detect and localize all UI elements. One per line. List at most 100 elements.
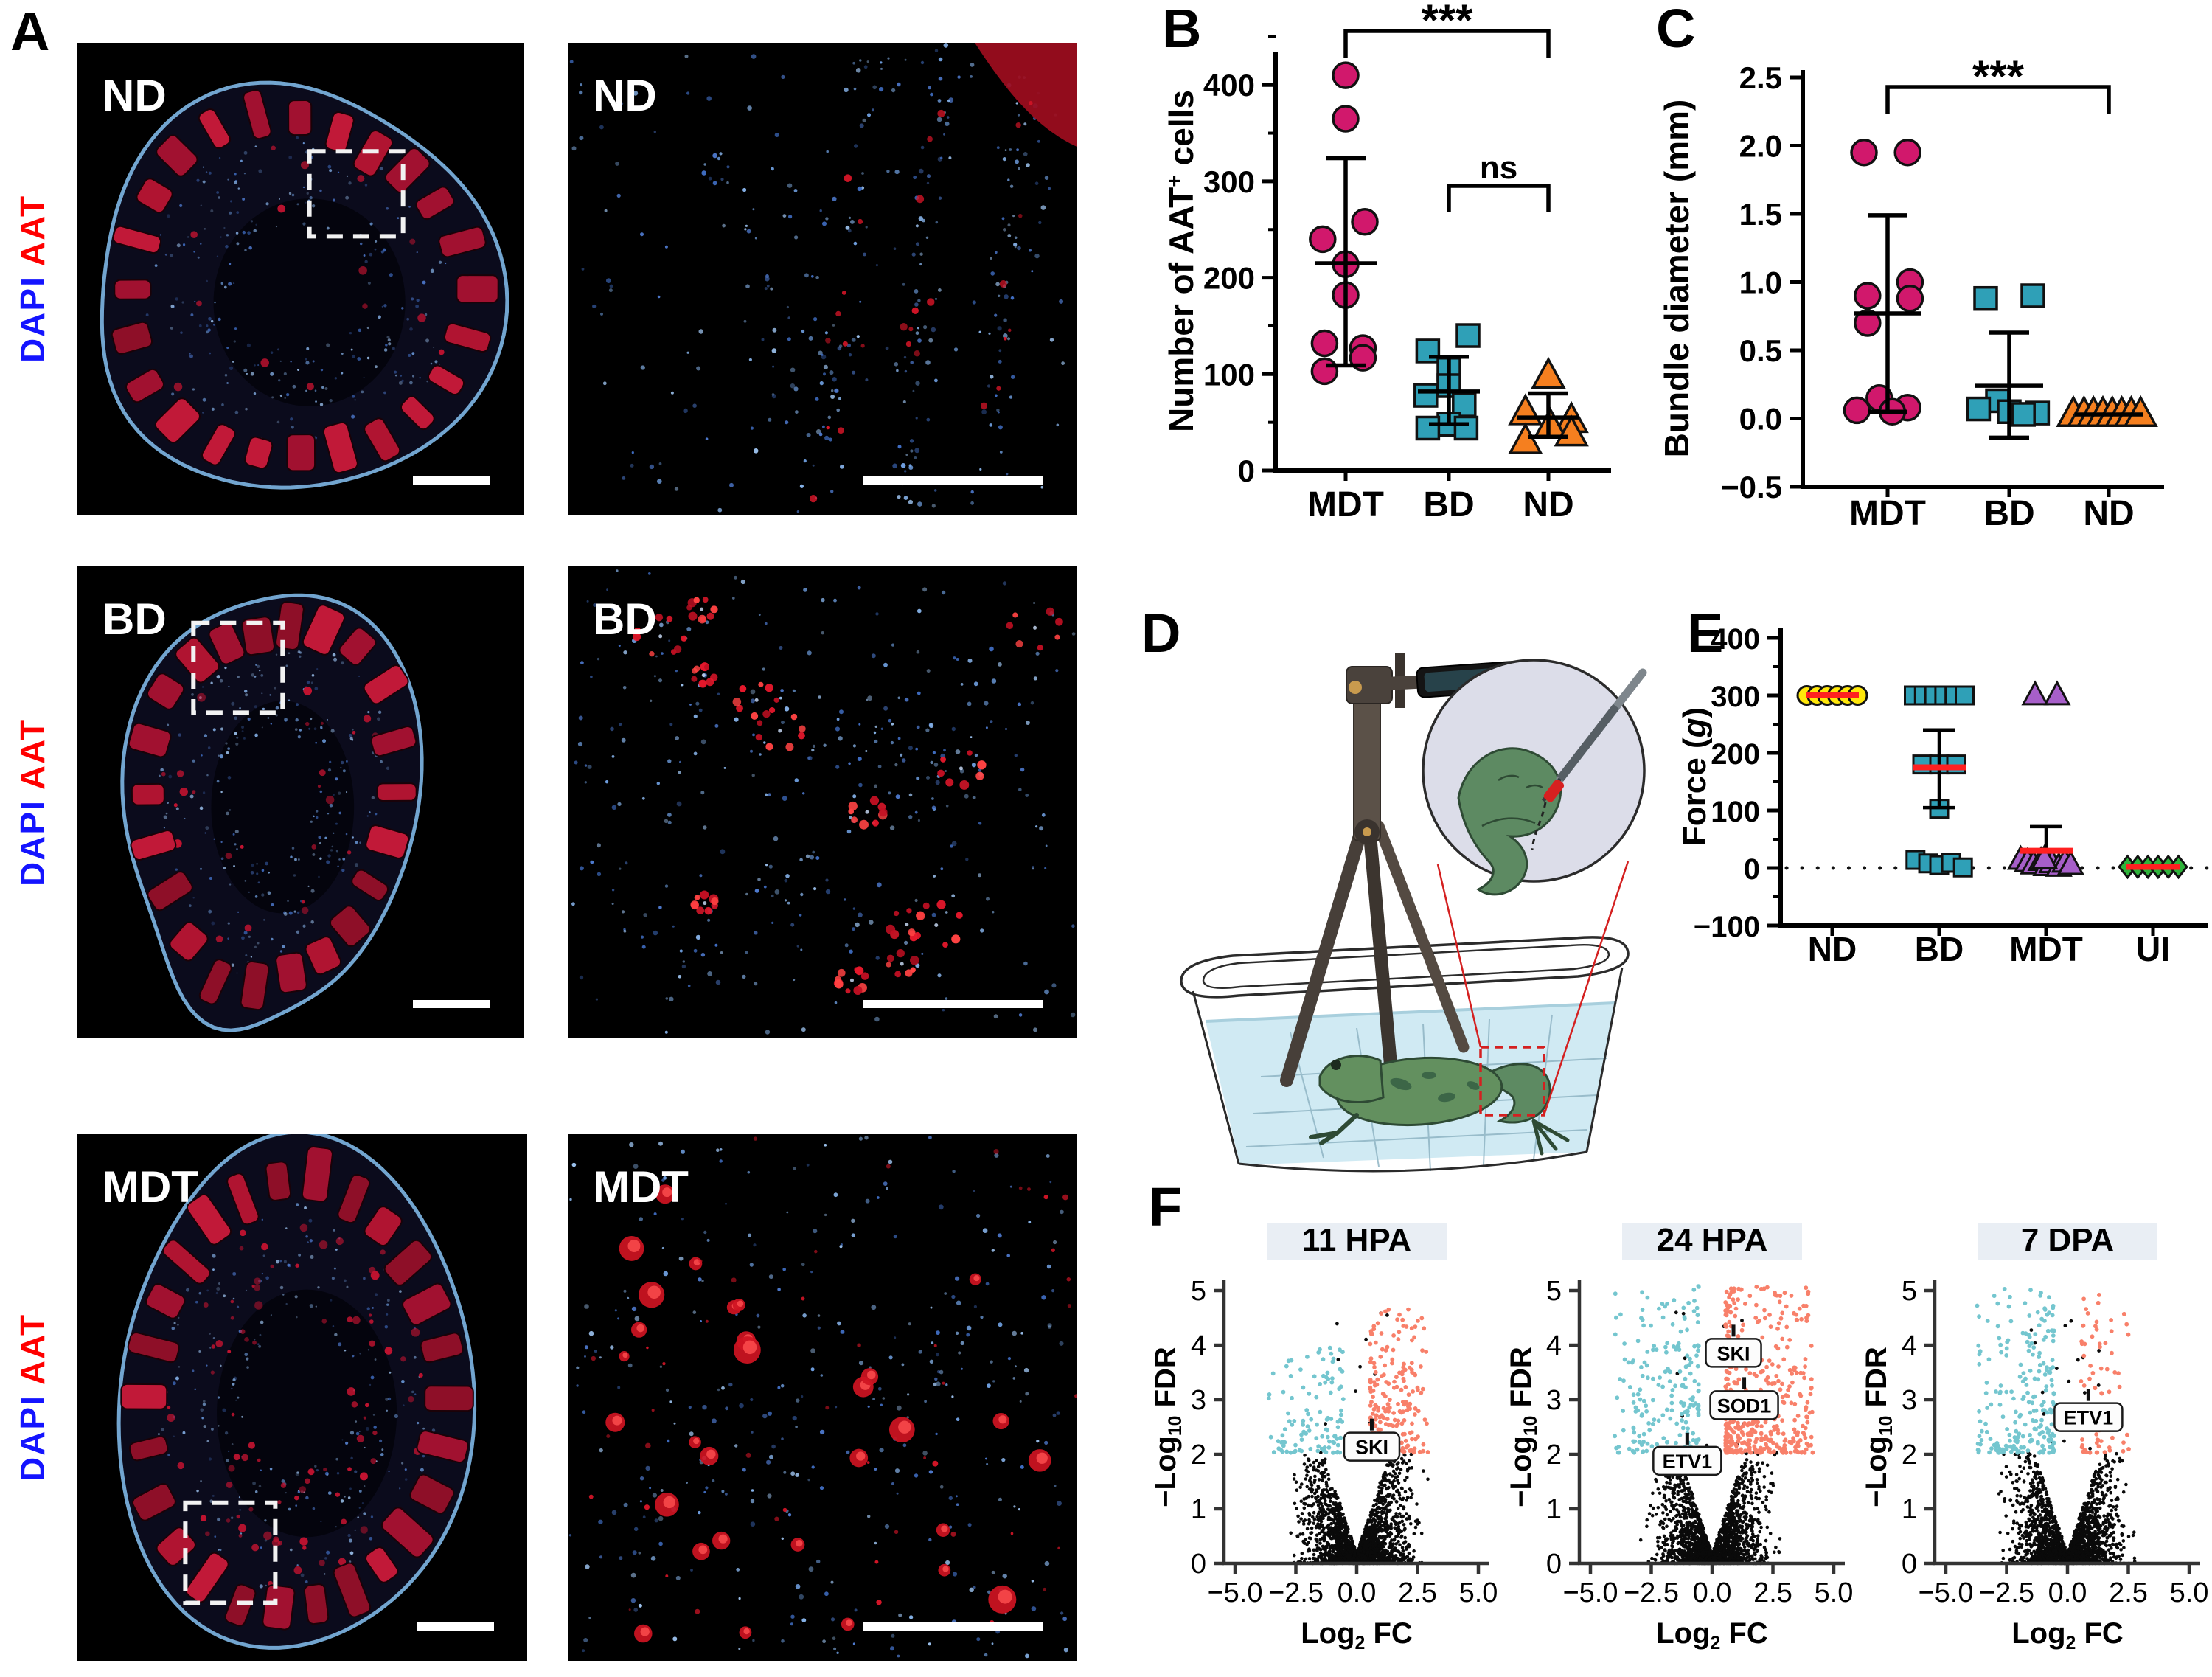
muscle-bundle-ring <box>128 601 417 1011</box>
micro-section-mdt: MDT <box>77 1134 527 1661</box>
error-bar-bd <box>1975 330 2043 440</box>
volcano-plot-24-hpa: 24 HPA 0 1 2 3 4 5 −5.0 −2.5 0.0 2.5 5.0 −Log10 FDR L… <box>1506 1222 1852 1653</box>
volcano-title: 11 HPA <box>1302 1222 1411 1258</box>
zoom-nuclei-dots <box>571 569 1076 1035</box>
axes <box>1924 1280 2200 1574</box>
error-bar-mdt <box>1854 213 1921 414</box>
volcano-plot-11-hpa: 11 HPA 0 1 2 3 4 5 −5.0 −2.5 0.0 2.5 5.0 −Log10 FDR L… <box>1150 1222 1497 1653</box>
magnified-inset <box>1422 659 1647 896</box>
axes <box>1790 70 2164 497</box>
y-tick-label: 200 <box>1203 261 1255 296</box>
frog-eye-icon <box>1331 1060 1341 1070</box>
panel-d-letter: D <box>1141 603 1181 664</box>
y-tick-label: 300 <box>1203 164 1255 199</box>
x-tick-label: 2.5 <box>1398 1577 1437 1608</box>
gene-label-box-etv1 <box>1652 1445 1722 1476</box>
y-tick-label: 1 <box>1191 1494 1206 1525</box>
x-tick-label: 0.0 <box>2048 1577 2087 1608</box>
gene-label-box-sod1 <box>1709 1390 1779 1420</box>
y-tick-label: 0 <box>1546 1549 1562 1580</box>
error-bar-bd <box>1418 355 1480 427</box>
zoom-aat-signal <box>588 1136 1077 1643</box>
y-tick-label: 1.0 <box>1739 265 1782 300</box>
y-tick-label: 3 <box>1191 1385 1206 1416</box>
micro-section-bd: BD <box>77 566 524 1038</box>
probe-red-band-icon <box>1543 780 1565 802</box>
panel-b-chart: 0 100 200 300 400 MDT BD ND Number of AAT+ cells… <box>1162 0 1611 524</box>
micro-zoom-label: MDT <box>593 1162 689 1212</box>
zoom-roi-dashed-box <box>307 149 406 239</box>
scale-bar <box>417 1622 494 1631</box>
y-tick-label: 2 <box>1546 1440 1562 1471</box>
point-cloud <box>1613 1284 1815 1566</box>
scale-bar <box>413 1000 490 1008</box>
x-axis-title: Log2 FC <box>1656 1617 1768 1653</box>
panel-f-letter: F <box>1149 1176 1183 1237</box>
y-tick-label: 5 <box>1546 1276 1562 1307</box>
category-label-ui: UI <box>2136 930 2170 968</box>
category-label-bd: BD <box>1915 930 1964 968</box>
inset-connector-left <box>1436 864 1482 1048</box>
y-tick-label: 0.0 <box>1739 402 1782 437</box>
title-bg <box>1267 1223 1447 1260</box>
category-label-nd: ND <box>1523 485 1573 524</box>
zoom-aat-signal <box>809 43 1077 503</box>
points-bd <box>1904 685 1975 878</box>
y-tick-label: 0 <box>1744 853 1760 886</box>
y-axis-title: Force (g) <box>1677 707 1713 846</box>
dapi-label: DAPI <box>13 799 52 887</box>
scale-bar <box>863 1622 1043 1631</box>
x-tick-label: 5.0 <box>1459 1577 1497 1608</box>
category-label-nd: ND <box>1808 930 1857 968</box>
error-bar-mdt <box>2020 824 2073 854</box>
title-bg <box>1622 1223 1802 1260</box>
micro-section-label: BD <box>102 594 167 644</box>
x-tick-label: 0.0 <box>1693 1577 1732 1608</box>
y-tick-label: −0.5 <box>1721 470 1782 504</box>
dapi-label: DAPI <box>13 276 52 364</box>
axes <box>1262 35 1611 481</box>
gene-label-etv1: ETV1 <box>2064 1407 2114 1429</box>
y-tick-label: 3 <box>1902 1385 1917 1416</box>
y-tick-label: 1 <box>1902 1494 1917 1525</box>
axes <box>1767 628 2208 936</box>
title-bg <box>1978 1223 2157 1260</box>
category-label-bd: BD <box>1423 485 1474 524</box>
x-tick-label: −2.5 <box>1624 1577 1679 1608</box>
zoom-aat-signal <box>632 597 1063 996</box>
section-aat-speckles <box>163 1223 429 1586</box>
gene-label-ski: SKI <box>1355 1437 1388 1459</box>
y-axis-title: −Log10 FDR <box>1506 1347 1541 1507</box>
significance-bracket <box>1885 85 2111 114</box>
gene-label-box-etv1 <box>2053 1402 2124 1432</box>
stain-label-mdt: DAPI AAT <box>13 1313 52 1482</box>
y-tick-label: 100 <box>1711 796 1760 828</box>
panel-c-letter: C <box>1656 0 1696 59</box>
section-aat-speckles <box>173 145 445 392</box>
category-label-bd: BD <box>1983 494 2034 533</box>
y-tick-label: 3 <box>1546 1385 1562 1416</box>
category-label-mdt: MDT <box>1849 494 1926 533</box>
x-tick-label: 0.0 <box>1338 1577 1377 1608</box>
y-axis-title: Number of AAT+ cells <box>1162 90 1200 432</box>
y-axis-title: −Log10 FDR <box>1150 1347 1186 1507</box>
roi-dashed-box <box>1479 1046 1545 1117</box>
zoom-roi-dashed-box <box>191 620 285 715</box>
gene-label-etv1: ETV1 <box>1663 1451 1713 1473</box>
zoom-nuclei-dots <box>568 1136 1068 1659</box>
inset-connector-right <box>1543 861 1630 1116</box>
dapi-label: DAPI <box>13 1395 52 1482</box>
section-nuclei-speckles <box>145 136 447 442</box>
micro-zoom-bd: BD <box>568 566 1077 1038</box>
significance-label: *** <box>1421 0 1473 45</box>
scale-bar <box>863 476 1043 485</box>
y-tick-label: 2.5 <box>1739 60 1782 95</box>
y-tick-label: 0.5 <box>1739 333 1782 368</box>
x-tick-label: −5.0 <box>1562 1577 1618 1608</box>
axes <box>1214 1280 1489 1574</box>
section-nuclei-speckles <box>158 639 390 974</box>
micro-section-label: ND <box>102 71 167 120</box>
y-tick-label: 1.5 <box>1739 197 1782 232</box>
points-mdt <box>1843 139 1924 426</box>
